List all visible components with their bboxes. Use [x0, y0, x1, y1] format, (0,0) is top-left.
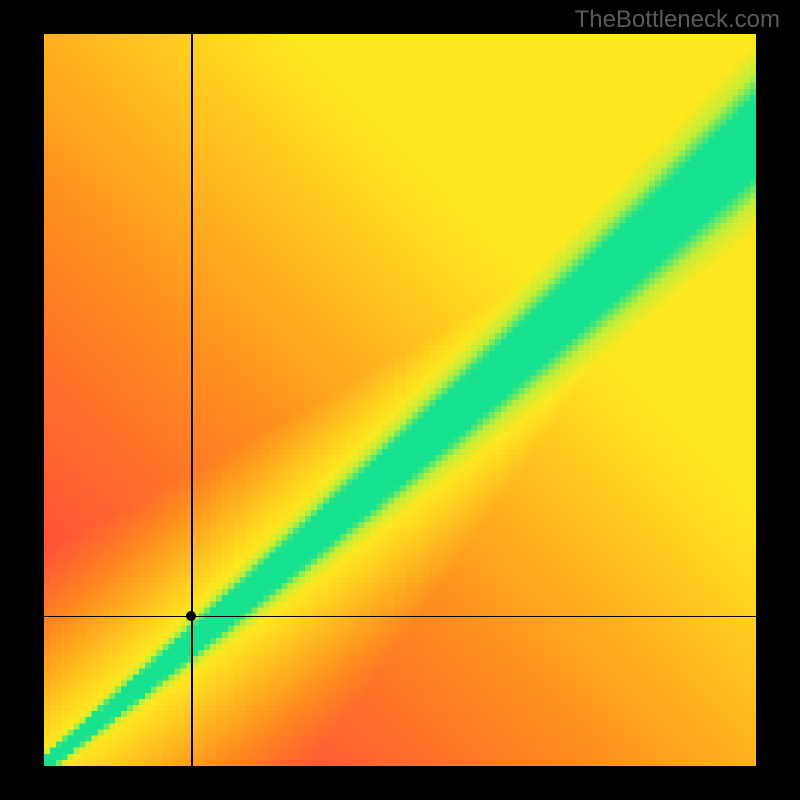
watermark-text: TheBottleneck.com	[575, 6, 780, 34]
heatmap-canvas	[44, 34, 756, 766]
crosshair-horizontal	[44, 616, 756, 617]
crosshair-dot	[186, 611, 196, 621]
crosshair-vertical	[191, 34, 192, 766]
plot-area	[44, 34, 756, 766]
bottleneck-chart-container: { "watermark": "TheBottleneck.com", "lay…	[0, 0, 800, 800]
